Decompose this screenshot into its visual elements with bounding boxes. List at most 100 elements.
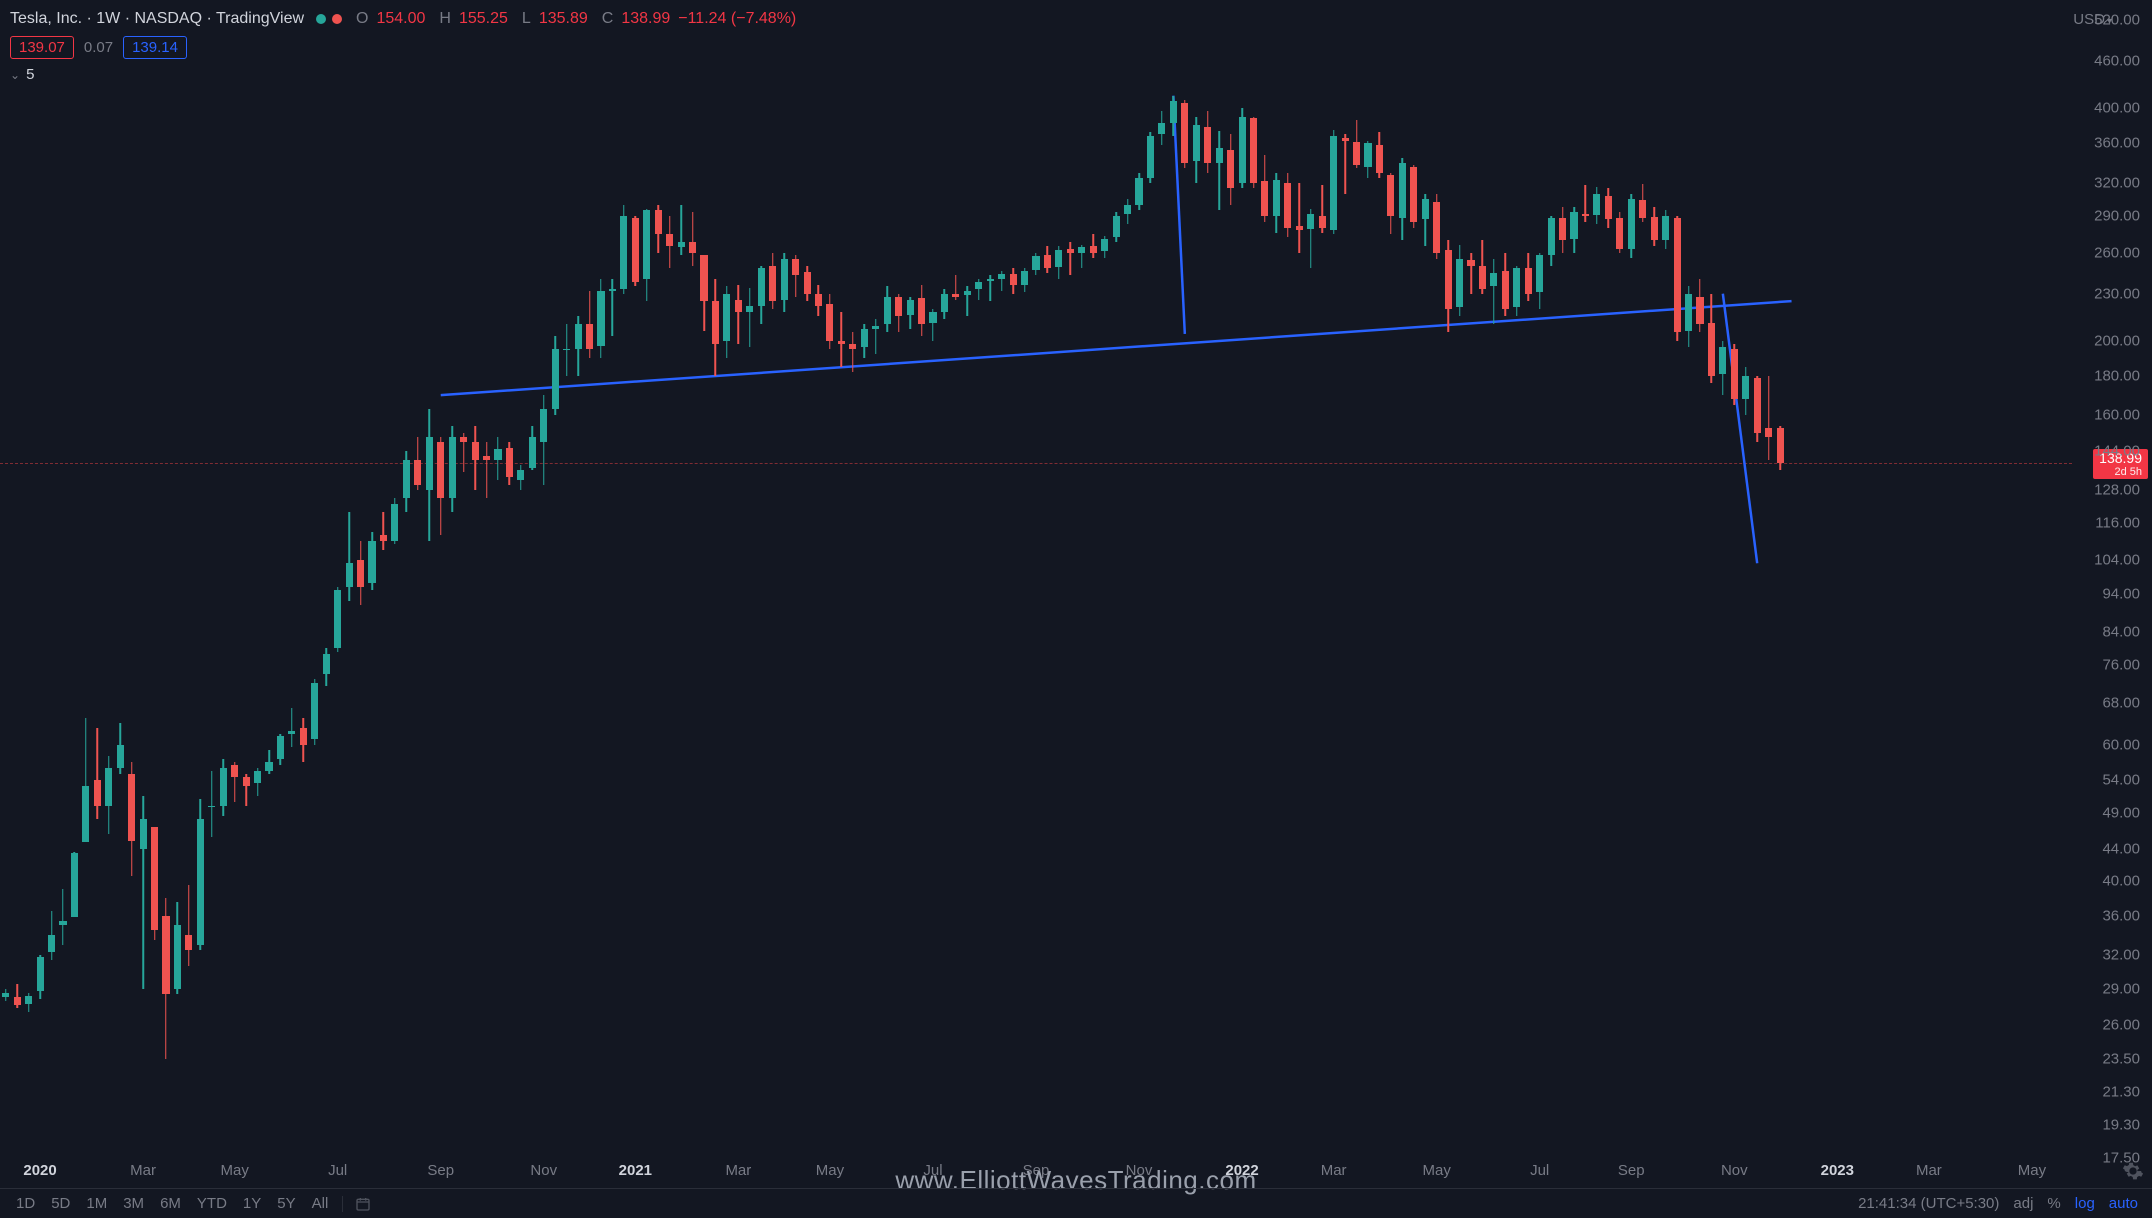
price-tag-countdown: 2d 5h [2099, 466, 2142, 479]
candle [151, 827, 158, 941]
candle [1353, 120, 1360, 168]
candle [437, 437, 444, 535]
timeframe-all[interactable]: All [304, 1195, 337, 1212]
candle [1147, 132, 1154, 183]
candle [1525, 253, 1532, 302]
candle [884, 286, 891, 332]
time-axis[interactable]: 2020MarMayJulSepNov2021MarMayJulSepNov20… [0, 1158, 2072, 1188]
percent-toggle[interactable]: % [2047, 1195, 2060, 1212]
candle [1387, 173, 1394, 234]
timeframe-1y[interactable]: 1Y [235, 1195, 269, 1212]
candle [14, 984, 21, 1008]
y-tick-label: 520.00 [2094, 12, 2140, 29]
candle [1479, 240, 1486, 294]
candle [1696, 279, 1703, 332]
candle [82, 718, 89, 842]
candle [586, 291, 593, 358]
candle [1307, 209, 1314, 268]
candle [59, 889, 66, 945]
candle [1777, 426, 1784, 471]
candle [1364, 141, 1371, 178]
candle [643, 209, 650, 301]
x-tick-label: May [816, 1162, 844, 1179]
x-tick-label: Mar [1321, 1162, 1347, 1179]
x-tick-label: May [2018, 1162, 2046, 1179]
candle [1548, 216, 1555, 266]
candle [323, 648, 330, 686]
y-tick-label: 104.00 [2094, 552, 2140, 569]
candle [849, 332, 856, 372]
candle [941, 289, 948, 319]
candlestick-chart[interactable] [0, 20, 2072, 1158]
candle [575, 316, 582, 376]
timeframe-1d[interactable]: 1D [8, 1195, 43, 1212]
candle [666, 216, 673, 268]
x-tick-label: Mar [725, 1162, 751, 1179]
y-tick-label: 460.00 [2094, 53, 2140, 70]
candle [1204, 111, 1211, 172]
y-tick-label: 400.00 [2094, 100, 2140, 117]
calendar-icon[interactable] [355, 1196, 371, 1212]
candle [288, 708, 295, 748]
x-tick-label: Jul [328, 1162, 347, 1179]
y-tick-label: 200.00 [2094, 332, 2140, 349]
candle [506, 442, 513, 486]
settings-gear-icon[interactable] [2122, 1160, 2144, 1182]
candle [2, 989, 9, 1002]
candle [1376, 132, 1383, 177]
candle [964, 286, 971, 316]
candle [597, 279, 604, 357]
timeframe-5d[interactable]: 5D [43, 1195, 78, 1212]
candle [472, 426, 479, 490]
y-tick-label: 26.00 [2102, 1017, 2140, 1034]
candle [174, 902, 181, 994]
candle [1616, 212, 1623, 252]
timeframe-ytd[interactable]: YTD [189, 1195, 235, 1212]
y-tick-label: 76.00 [2102, 657, 2140, 674]
timeframe-1m[interactable]: 1M [78, 1195, 115, 1212]
candle [861, 324, 868, 358]
candle [1490, 259, 1497, 324]
timeframe-3m[interactable]: 3M [115, 1195, 152, 1212]
candle [403, 451, 410, 512]
candle [1742, 367, 1749, 416]
log-toggle[interactable]: log [2075, 1195, 2095, 1212]
x-tick-label: Sep [1618, 1162, 1645, 1179]
candle [609, 279, 616, 335]
candle [449, 426, 456, 512]
candle [1536, 253, 1543, 309]
candle [895, 294, 902, 333]
x-tick-label: 2021 [619, 1162, 652, 1179]
candle [208, 771, 215, 838]
candle [426, 409, 433, 541]
candle [1467, 253, 1474, 294]
candle [94, 728, 101, 819]
candle [815, 285, 822, 316]
x-tick-label: Sep [427, 1162, 454, 1179]
candle [25, 993, 32, 1012]
candle [483, 442, 490, 499]
candle [1113, 212, 1120, 242]
x-tick-label: Jul [923, 1162, 942, 1179]
candle [48, 911, 55, 959]
auto-toggle[interactable]: auto [2109, 1195, 2138, 1212]
candle [1445, 240, 1452, 332]
timeframe-6m[interactable]: 6M [152, 1195, 189, 1212]
candle [1639, 184, 1646, 222]
y-tick-label: 40.00 [2102, 872, 2140, 889]
price-axis[interactable]: 138.99 2d 5h 520.00460.00400.00360.00320… [2072, 20, 2152, 1158]
timeframe-5y[interactable]: 5Y [269, 1195, 303, 1212]
candle [197, 799, 204, 950]
y-tick-label: 360.00 [2094, 135, 2140, 152]
candle [1216, 131, 1223, 210]
candle [929, 309, 936, 341]
candle [1754, 376, 1761, 442]
y-tick-label: 29.00 [2102, 980, 2140, 997]
x-tick-label: Nov [1126, 1162, 1153, 1179]
candle [712, 279, 719, 376]
candle [140, 796, 147, 989]
adj-toggle[interactable]: adj [2013, 1195, 2033, 1212]
x-tick-label: Jul [1530, 1162, 1549, 1179]
candle [1032, 253, 1039, 276]
candle [334, 587, 341, 652]
